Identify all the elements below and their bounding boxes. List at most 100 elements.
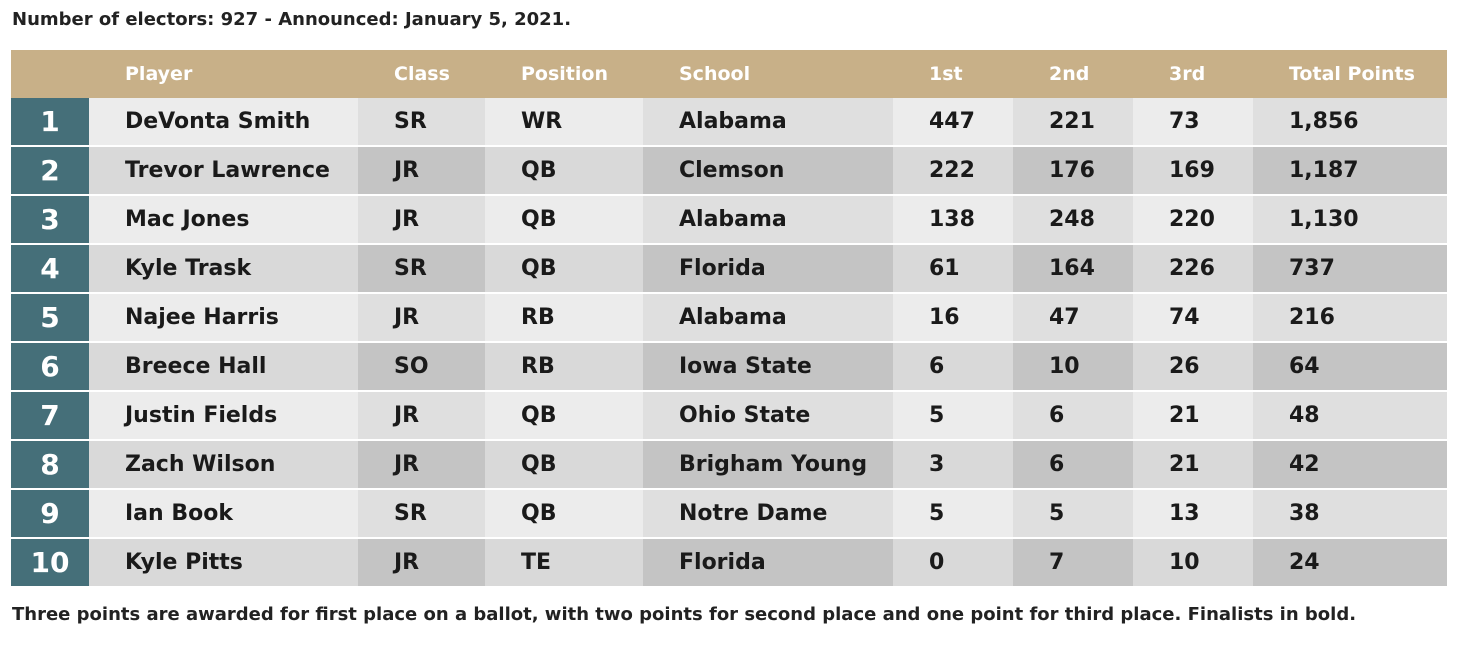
school-cell: Alabama	[643, 293, 893, 343]
first-place-votes-cell: 0	[893, 538, 1013, 586]
player-cell: Justin Fields	[89, 391, 358, 441]
total-points-cell: 1,130	[1253, 195, 1447, 245]
position-cell: QB	[485, 489, 643, 539]
second-place-votes-cell: 7	[1013, 538, 1133, 586]
total-points-cell: 42	[1253, 440, 1447, 490]
player-cell: Kyle Pitts	[89, 538, 358, 586]
rank-cell: 9	[11, 489, 89, 539]
table-row: 6 Breece Hall SO RB Iowa State 6 10 26 6…	[11, 342, 1447, 392]
class-cell: JR	[358, 293, 485, 343]
second-place-votes-cell: 47	[1013, 293, 1133, 343]
second-place-votes-cell: 6	[1013, 391, 1133, 441]
second-place-votes-cell: 164	[1013, 244, 1133, 294]
header-total-points: Total Points	[1253, 50, 1447, 98]
total-points-cell: 216	[1253, 293, 1447, 343]
second-place-votes-cell: 248	[1013, 195, 1133, 245]
header-first: 1st	[893, 50, 1013, 98]
school-cell: Notre Dame	[643, 489, 893, 539]
table-row: 4 Kyle Trask SR QB Florida 61 164 226 73…	[11, 244, 1447, 294]
rank-cell: 3	[11, 195, 89, 245]
class-cell: JR	[358, 146, 485, 196]
header-third: 3rd	[1133, 50, 1253, 98]
table-row: 10 Kyle Pitts JR TE Florida 0 7 10 24	[11, 538, 1447, 586]
third-place-votes-cell: 74	[1133, 293, 1253, 343]
third-place-votes-cell: 21	[1133, 440, 1253, 490]
second-place-votes-cell: 5	[1013, 489, 1133, 539]
rank-cell: 8	[11, 440, 89, 490]
table-row: 3 Mac Jones JR QB Alabama 138 248 220 1,…	[11, 195, 1447, 245]
position-cell: RB	[485, 342, 643, 392]
third-place-votes-cell: 10	[1133, 538, 1253, 586]
first-place-votes-cell: 5	[893, 391, 1013, 441]
school-cell: Iowa State	[643, 342, 893, 392]
school-cell: Florida	[643, 538, 893, 586]
position-cell: QB	[485, 244, 643, 294]
position-cell: QB	[485, 440, 643, 490]
header-second: 2nd	[1013, 50, 1133, 98]
class-cell: SR	[358, 98, 485, 147]
player-cell: Trevor Lawrence	[89, 146, 358, 196]
third-place-votes-cell: 13	[1133, 489, 1253, 539]
school-cell: Clemson	[643, 146, 893, 196]
first-place-votes-cell: 447	[893, 98, 1013, 147]
class-cell: JR	[358, 195, 485, 245]
player-cell: Najee Harris	[89, 293, 358, 343]
first-place-votes-cell: 16	[893, 293, 1013, 343]
first-place-votes-cell: 222	[893, 146, 1013, 196]
header-class: Class	[358, 50, 485, 98]
table-header-row: Player Class Position School 1st 2nd 3rd…	[11, 50, 1447, 98]
header-school: School	[643, 50, 893, 98]
rank-cell: 6	[11, 342, 89, 392]
player-cell: Ian Book	[89, 489, 358, 539]
rank-cell: 2	[11, 146, 89, 196]
class-cell: SR	[358, 489, 485, 539]
voting-results-table: Player Class Position School 1st 2nd 3rd…	[11, 50, 1447, 586]
class-cell: SR	[358, 244, 485, 294]
table-row: 5 Najee Harris JR RB Alabama 16 47 74 21…	[11, 293, 1447, 343]
class-cell: SO	[358, 342, 485, 392]
player-cell: DeVonta Smith	[89, 98, 358, 147]
class-cell: JR	[358, 538, 485, 586]
player-cell: Zach Wilson	[89, 440, 358, 490]
school-cell: Brigham Young	[643, 440, 893, 490]
total-points-cell: 64	[1253, 342, 1447, 392]
third-place-votes-cell: 73	[1133, 98, 1253, 147]
position-cell: RB	[485, 293, 643, 343]
school-cell: Alabama	[643, 98, 893, 147]
position-cell: QB	[485, 195, 643, 245]
rank-cell: 5	[11, 293, 89, 343]
header-position: Position	[485, 50, 643, 98]
school-cell: Florida	[643, 244, 893, 294]
total-points-cell: 38	[1253, 489, 1447, 539]
rank-cell: 10	[11, 538, 89, 586]
position-cell: QB	[485, 391, 643, 441]
first-place-votes-cell: 5	[893, 489, 1013, 539]
total-points-cell: 1,856	[1253, 98, 1447, 147]
first-place-votes-cell: 61	[893, 244, 1013, 294]
total-points-cell: 1,187	[1253, 146, 1447, 196]
third-place-votes-cell: 220	[1133, 195, 1253, 245]
table-row: 2 Trevor Lawrence JR QB Clemson 222 176 …	[11, 146, 1447, 196]
second-place-votes-cell: 221	[1013, 98, 1133, 147]
first-place-votes-cell: 6	[893, 342, 1013, 392]
header-rank	[11, 50, 89, 98]
position-cell: QB	[485, 146, 643, 196]
first-place-votes-cell: 138	[893, 195, 1013, 245]
second-place-votes-cell: 6	[1013, 440, 1133, 490]
total-points-cell: 48	[1253, 391, 1447, 441]
electors-summary: Number of electors: 927 - Announced: Jan…	[12, 9, 572, 30]
player-cell: Breece Hall	[89, 342, 358, 392]
rank-cell: 1	[11, 98, 89, 147]
school-cell: Alabama	[643, 195, 893, 245]
class-cell: JR	[358, 440, 485, 490]
rank-cell: 7	[11, 391, 89, 441]
total-points-cell: 24	[1253, 538, 1447, 586]
player-cell: Kyle Trask	[89, 244, 358, 294]
position-cell: WR	[485, 98, 643, 147]
table-row: 8 Zach Wilson JR QB Brigham Young 3 6 21…	[11, 440, 1447, 490]
first-place-votes-cell: 3	[893, 440, 1013, 490]
header-player: Player	[89, 50, 358, 98]
second-place-votes-cell: 176	[1013, 146, 1133, 196]
table-row: 9 Ian Book SR QB Notre Dame 5 5 13 38	[11, 489, 1447, 539]
rank-cell: 4	[11, 244, 89, 294]
